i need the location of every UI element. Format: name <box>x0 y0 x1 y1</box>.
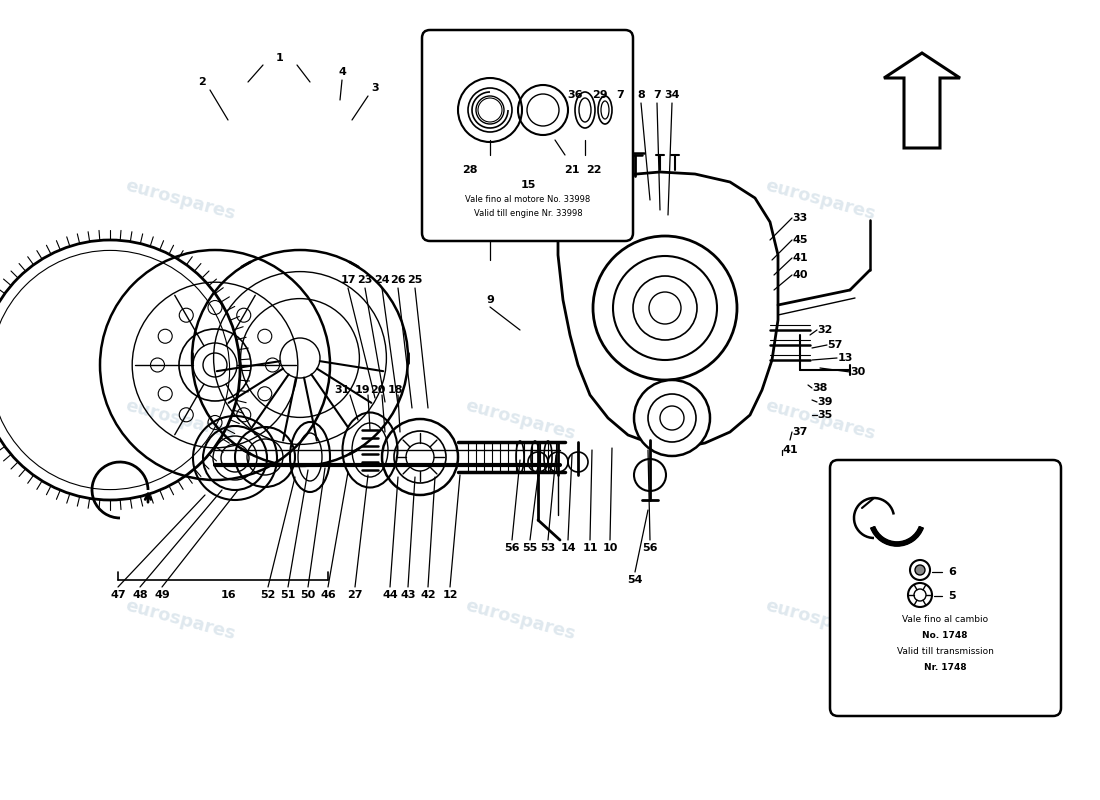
Text: 13: 13 <box>837 353 852 363</box>
Text: 51: 51 <box>280 590 296 600</box>
Text: 25: 25 <box>407 275 422 285</box>
Text: eurospares: eurospares <box>123 397 238 443</box>
Text: Vale fino al cambio: Vale fino al cambio <box>902 615 988 625</box>
Text: 29: 29 <box>592 90 608 100</box>
Text: 40: 40 <box>792 270 807 280</box>
Text: 31: 31 <box>334 385 350 395</box>
Text: 54: 54 <box>627 575 642 585</box>
FancyBboxPatch shape <box>830 460 1062 716</box>
Text: eurospares: eurospares <box>463 397 578 443</box>
Text: 36: 36 <box>568 90 583 100</box>
Text: Valid till transmission: Valid till transmission <box>896 647 993 657</box>
Text: 3: 3 <box>371 83 378 93</box>
Text: 46: 46 <box>320 590 336 600</box>
Text: 34: 34 <box>664 90 680 100</box>
Text: 19: 19 <box>354 385 370 395</box>
Text: eurospares: eurospares <box>763 597 877 643</box>
Circle shape <box>593 236 737 380</box>
Text: eurospares: eurospares <box>763 177 877 223</box>
Circle shape <box>915 565 925 575</box>
FancyBboxPatch shape <box>422 30 632 241</box>
Text: 55: 55 <box>522 543 538 553</box>
Text: 8: 8 <box>637 90 645 100</box>
Text: eurospares: eurospares <box>463 177 578 223</box>
Text: 12: 12 <box>442 590 458 600</box>
Text: 42: 42 <box>420 590 436 600</box>
Text: eurospares: eurospares <box>463 597 578 643</box>
Text: Nr. 1748: Nr. 1748 <box>924 663 966 673</box>
Text: 30: 30 <box>850 367 866 377</box>
Text: 2: 2 <box>198 77 206 87</box>
Text: 52: 52 <box>261 590 276 600</box>
Text: 33: 33 <box>792 213 807 223</box>
Text: 11: 11 <box>582 543 597 553</box>
Text: 45: 45 <box>792 235 807 245</box>
Text: 26: 26 <box>390 275 406 285</box>
Text: 14: 14 <box>560 543 575 553</box>
Text: 22: 22 <box>586 165 602 175</box>
Text: 44: 44 <box>382 590 398 600</box>
Text: Vale fino al motore No. 33998: Vale fino al motore No. 33998 <box>465 195 591 205</box>
Text: 47: 47 <box>110 590 125 600</box>
Text: 5: 5 <box>948 591 956 601</box>
Text: 4: 4 <box>338 67 345 77</box>
Text: 43: 43 <box>400 590 416 600</box>
Text: 17: 17 <box>340 275 355 285</box>
Circle shape <box>634 380 710 456</box>
Text: No. 1748: No. 1748 <box>922 631 968 641</box>
Text: 56: 56 <box>504 543 519 553</box>
Text: 6: 6 <box>948 567 956 577</box>
Text: 9: 9 <box>486 295 494 305</box>
Text: 24: 24 <box>374 275 389 285</box>
Text: 38: 38 <box>812 383 827 393</box>
Text: 20: 20 <box>371 385 386 395</box>
Text: 27: 27 <box>348 590 363 600</box>
Text: 7: 7 <box>616 90 624 100</box>
Text: eurospares: eurospares <box>763 397 877 443</box>
Text: 21: 21 <box>564 165 580 175</box>
Text: Valid till engine Nr. 33998: Valid till engine Nr. 33998 <box>474 209 582 218</box>
Text: 1: 1 <box>276 53 284 63</box>
Text: 39: 39 <box>817 397 833 407</box>
Text: eurospares: eurospares <box>123 597 238 643</box>
Text: 41: 41 <box>792 253 807 263</box>
Polygon shape <box>884 53 960 148</box>
Text: 23: 23 <box>358 275 373 285</box>
Text: 56: 56 <box>642 543 658 553</box>
Polygon shape <box>558 172 778 448</box>
Text: eurospares: eurospares <box>123 177 238 223</box>
Text: 48: 48 <box>132 590 147 600</box>
Text: 50: 50 <box>300 590 316 600</box>
Text: 32: 32 <box>817 325 833 335</box>
Text: 37: 37 <box>792 427 807 437</box>
Text: 18: 18 <box>387 385 403 395</box>
Text: 49: 49 <box>154 590 169 600</box>
Text: 53: 53 <box>540 543 556 553</box>
Text: 28: 28 <box>462 165 477 175</box>
Text: 16: 16 <box>220 590 235 600</box>
Text: 15: 15 <box>520 180 536 190</box>
Text: 41: 41 <box>782 445 797 455</box>
Text: 35: 35 <box>817 410 833 420</box>
Text: 7: 7 <box>653 90 661 100</box>
Text: 10: 10 <box>603 543 618 553</box>
Text: 57: 57 <box>827 340 843 350</box>
